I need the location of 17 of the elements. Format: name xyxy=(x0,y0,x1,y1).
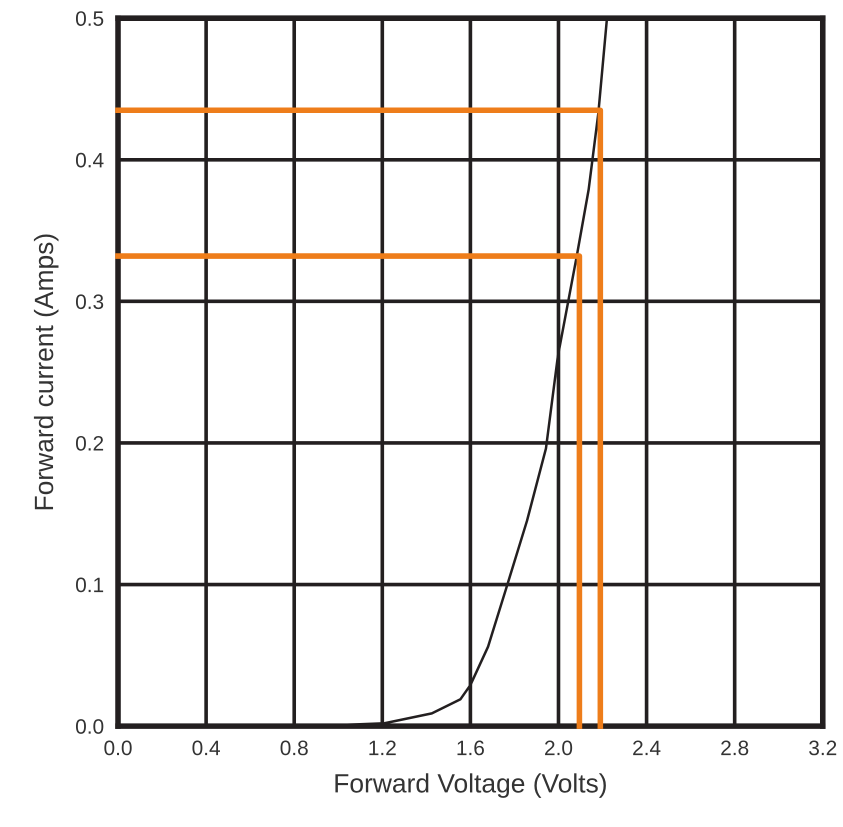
x-tick-label: 1.2 xyxy=(369,740,396,756)
x-tick-label: 0.8 xyxy=(280,740,308,756)
y-tick-label: 0.1 xyxy=(76,578,104,592)
x-tick-label: 3.2 xyxy=(809,740,836,756)
x-tick-label: 0.4 xyxy=(192,740,220,756)
y-tick-label: 0.3 xyxy=(76,294,104,310)
x-tick-label: 2.8 xyxy=(721,740,748,756)
x-tick-label: 2.4 xyxy=(633,740,660,756)
y-tick-label: 0.0 xyxy=(76,719,104,734)
y-tick-label: 0.4 xyxy=(76,152,104,168)
x-tick-label: 0.0 xyxy=(104,740,132,756)
x-tick-label: 1.6 xyxy=(458,740,484,756)
y-axis-title: Forward current (Amps) xyxy=(34,234,59,510)
y-tick-label: 0.5 xyxy=(76,11,104,26)
x-tick-label: 2.0 xyxy=(545,740,572,756)
x-axis-title: Forward Voltage (Volts) xyxy=(335,773,606,798)
y-tick-label: 0.2 xyxy=(76,436,104,451)
